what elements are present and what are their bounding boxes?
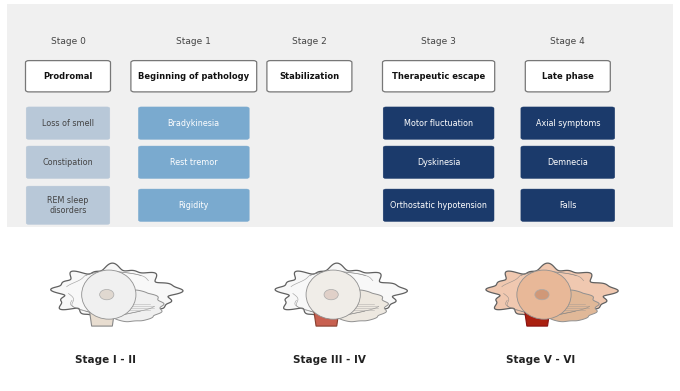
Text: Constipation: Constipation xyxy=(43,158,93,167)
Text: Orthostatic hypotension: Orthostatic hypotension xyxy=(390,201,487,210)
FancyBboxPatch shape xyxy=(27,146,110,178)
Text: Rigidity: Rigidity xyxy=(179,201,209,210)
Polygon shape xyxy=(99,290,164,322)
Text: Motor fluctuation: Motor fluctuation xyxy=(404,118,473,128)
FancyBboxPatch shape xyxy=(138,107,249,139)
Text: REM sleep
disorders: REM sleep disorders xyxy=(48,196,88,215)
FancyBboxPatch shape xyxy=(7,4,673,227)
FancyBboxPatch shape xyxy=(131,61,257,92)
Polygon shape xyxy=(323,290,388,322)
FancyBboxPatch shape xyxy=(267,61,352,92)
FancyBboxPatch shape xyxy=(384,146,494,178)
Ellipse shape xyxy=(517,270,571,319)
Ellipse shape xyxy=(324,289,338,300)
Polygon shape xyxy=(312,299,341,326)
Text: Rest tremor: Rest tremor xyxy=(170,158,218,167)
Text: Stage 0: Stage 0 xyxy=(50,36,86,46)
Polygon shape xyxy=(523,299,551,326)
FancyBboxPatch shape xyxy=(138,189,249,221)
Ellipse shape xyxy=(306,270,360,319)
FancyBboxPatch shape xyxy=(521,107,615,139)
Text: Stage 4: Stage 4 xyxy=(550,36,585,46)
Text: Stage III - IV: Stage III - IV xyxy=(293,355,367,365)
Text: Demnecia: Demnecia xyxy=(547,158,588,167)
Polygon shape xyxy=(51,263,183,318)
Text: Stage I - II: Stage I - II xyxy=(75,355,136,365)
Text: Therapeutic escape: Therapeutic escape xyxy=(392,72,486,81)
Text: Prodromal: Prodromal xyxy=(44,72,92,81)
FancyBboxPatch shape xyxy=(525,61,611,92)
Text: Stage 3: Stage 3 xyxy=(421,36,456,46)
FancyBboxPatch shape xyxy=(384,107,494,139)
Text: Stage V - VI: Stage V - VI xyxy=(506,355,575,365)
Text: Dyskinesia: Dyskinesia xyxy=(417,158,460,167)
Text: Bradykinesia: Bradykinesia xyxy=(168,118,220,128)
FancyBboxPatch shape xyxy=(521,146,615,178)
Text: Stage 1: Stage 1 xyxy=(176,36,211,46)
Text: Falls: Falls xyxy=(559,201,577,210)
Text: Late phase: Late phase xyxy=(542,72,594,81)
Ellipse shape xyxy=(535,289,549,300)
FancyBboxPatch shape xyxy=(27,186,110,224)
Text: Loss of smell: Loss of smell xyxy=(42,118,94,128)
FancyBboxPatch shape xyxy=(27,107,110,139)
Text: Stage 2: Stage 2 xyxy=(292,36,327,46)
Polygon shape xyxy=(275,263,407,318)
Polygon shape xyxy=(486,263,618,318)
FancyBboxPatch shape xyxy=(382,61,495,92)
FancyBboxPatch shape xyxy=(26,61,110,92)
Text: Stabilization: Stabilization xyxy=(279,72,339,81)
FancyBboxPatch shape xyxy=(521,189,615,221)
FancyBboxPatch shape xyxy=(384,189,494,221)
Ellipse shape xyxy=(100,289,114,300)
FancyBboxPatch shape xyxy=(138,146,249,178)
Ellipse shape xyxy=(82,270,136,319)
Polygon shape xyxy=(534,290,599,322)
Text: Beginning of pathology: Beginning of pathology xyxy=(138,72,250,81)
Polygon shape xyxy=(88,299,116,326)
Text: Axial symptoms: Axial symptoms xyxy=(536,118,600,128)
